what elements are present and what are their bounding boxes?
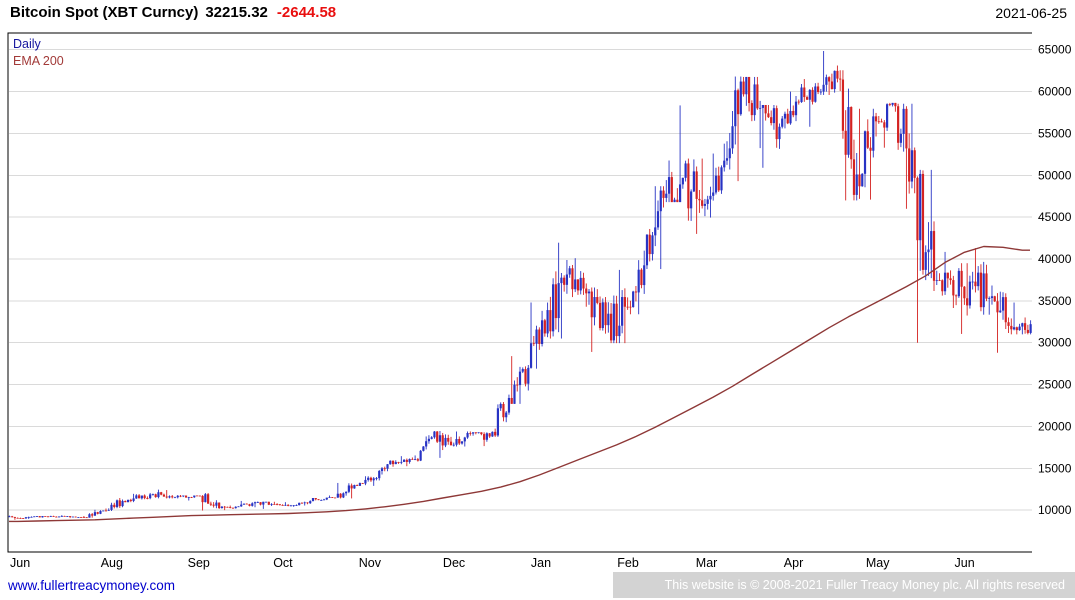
svg-text:30000: 30000 (1038, 336, 1072, 350)
svg-text:25000: 25000 (1038, 378, 1072, 392)
svg-text:65000: 65000 (1038, 43, 1072, 57)
svg-text:Jun: Jun (955, 556, 975, 570)
svg-text:60000: 60000 (1038, 85, 1072, 99)
copyright-band: This website is © 2008-2021 Fuller Treac… (613, 572, 1075, 598)
quote-date: 2021-06-25 (995, 5, 1067, 21)
site-link[interactable]: www.fullertreacymoney.com (8, 578, 176, 593)
svg-text:Sep: Sep (188, 556, 210, 570)
svg-text:15000: 15000 (1038, 461, 1072, 475)
price-change: -2644.58 (276, 4, 337, 21)
svg-text:Aug: Aug (101, 556, 123, 570)
legend-daily-label: Daily (13, 37, 41, 51)
svg-text:Nov: Nov (359, 556, 382, 570)
svg-text:20000: 20000 (1038, 419, 1072, 433)
svg-text:10000: 10000 (1038, 503, 1072, 517)
price-chart: 10000 15000 20000 25000 30000 35000 40000 45000… (7, 32, 1072, 570)
svg-text:55000: 55000 (1038, 126, 1072, 140)
last-price: 32215.32 (205, 4, 268, 21)
svg-text:Apr: Apr (784, 556, 803, 570)
footer: www.fullertreacymoney.com This website i… (0, 570, 1075, 600)
svg-text:Jun: Jun (10, 556, 30, 570)
svg-text:50000: 50000 (1038, 168, 1072, 182)
svg-text:May: May (866, 556, 890, 570)
instrument-title: Bitcoin Spot (XBT Curncy) (10, 4, 199, 21)
svg-text:45000: 45000 (1038, 210, 1072, 224)
legend-ema-label: EMA 200 (13, 54, 64, 68)
svg-text:40000: 40000 (1038, 252, 1072, 266)
svg-text:Feb: Feb (617, 556, 639, 570)
copyright-text: This website is © 2008-2021 Fuller Treac… (664, 578, 1065, 592)
svg-text:Dec: Dec (443, 556, 465, 570)
chart-header: Bitcoin Spot (XBT Curncy) 32215.32 -2644.5… (10, 4, 1067, 30)
svg-text:35000: 35000 (1038, 294, 1072, 308)
svg-text:Oct: Oct (273, 556, 293, 570)
svg-text:Jan: Jan (531, 556, 551, 570)
svg-text:Mar: Mar (696, 556, 718, 570)
